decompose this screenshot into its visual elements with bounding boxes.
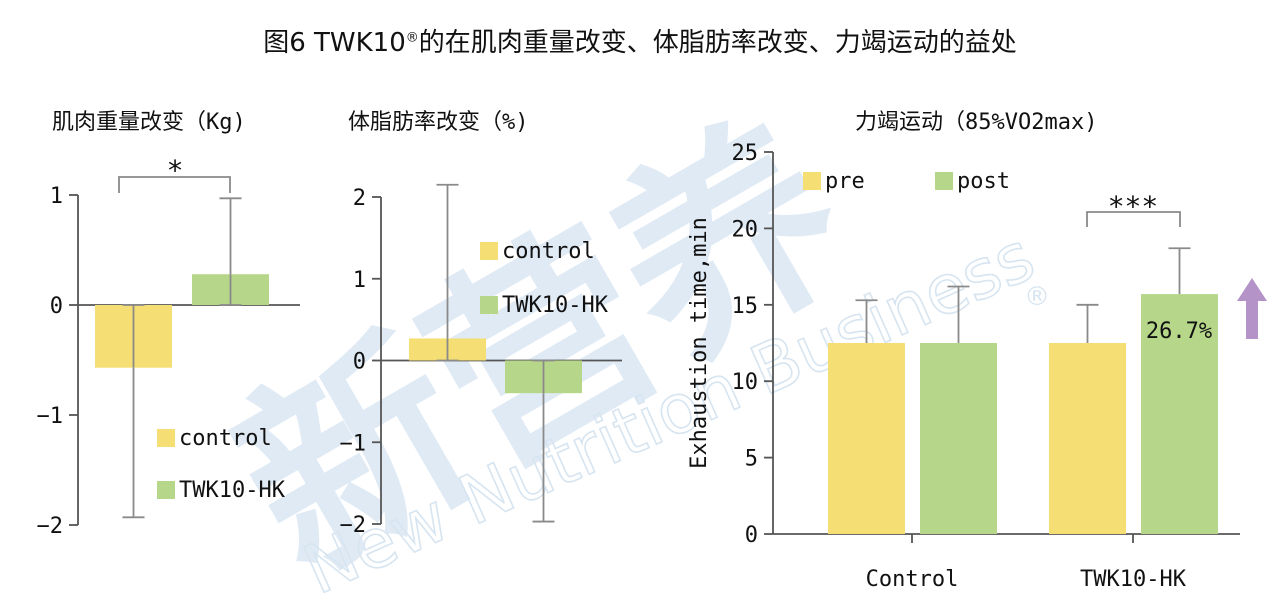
muscle-legend-control-label: control [179, 426, 272, 451]
figure-title: 图6 TWK10®的在肌肉重量改变、体脂肪率改变、力竭运动的益处 [0, 22, 1280, 59]
bodyfat-y-tick-label: −1 [340, 431, 367, 456]
muscle-y-tick-label: −1 [37, 404, 64, 429]
exhaustion-y-axis-label: Exhaustion time,min [687, 217, 712, 469]
muscle-chart: −2 −1 0 1 * control TWK10-HK [37, 154, 300, 539]
figure-title-prefix: 图6 TWK10 [263, 28, 406, 58]
exhaustion-y-tick-label: 15 [732, 294, 759, 319]
muscle-significance-bracket [118, 176, 231, 193]
exhaustion-legend-post-label: post [957, 169, 1010, 194]
bodyfat-legend-control-label: control [502, 239, 595, 264]
exhaustion-change-annotation: 26.7% [1146, 319, 1212, 344]
muscle-legend-twk10-hk-label: TWK10-HK [179, 478, 286, 503]
exhaustion-legend-pre-swatch [803, 172, 821, 190]
exhaustion-y-tick-label: 0 [745, 523, 758, 548]
bodyfat-y-tick-label: 1 [353, 268, 366, 293]
muscle-legend-twk10-hk-swatch [157, 481, 175, 499]
bodyfat-y-tick-label: 0 [353, 350, 366, 375]
exhaustion-bar-pre-control [828, 343, 905, 534]
muscle-y-tick-label: −2 [37, 514, 64, 539]
bodyfat-legend-twk10-hk-label: TWK10-HK [502, 293, 609, 318]
bodyfat-legend-control-swatch [480, 242, 498, 260]
muscle-y-tick-label: 1 [50, 184, 63, 209]
exhaustion-bar-post-control [920, 343, 997, 534]
muscle-y-tick-label: 0 [50, 294, 63, 319]
increase-arrow-shaft [1246, 299, 1258, 339]
exhaustion-significance-bracket [1086, 211, 1181, 227]
exhaustion-y-tick-label: 20 [732, 217, 759, 242]
exhaustion-bar-post-twk10-hk [1141, 294, 1218, 534]
exhaustion-y-tick-label: 5 [745, 447, 758, 472]
exhaustion-x-tick-label: Control [866, 567, 959, 592]
exhaustion-x-tick-label: TWK10-HK [1080, 567, 1187, 592]
bodyfat-chart: −2 −1 0 1 2 control TWK10-HK [340, 183, 622, 538]
registered-mark: ® [405, 30, 419, 46]
muscle-significance-label: * [167, 154, 184, 187]
exhaustion-y-tick-label: 25 [732, 141, 759, 166]
exhaustion-bar-pre-twk10-hk [1049, 343, 1126, 534]
bodyfat-y-tick-label: 2 [353, 186, 366, 211]
muscle-chart-title: 肌肉重量改变（Kg) [52, 110, 246, 135]
figure-title-suffix: 的在肌肉重量改变、体脂肪率改变、力竭运动的益处 [418, 28, 1017, 58]
exhaustion-chart: 0 5 10 15 20 25 Control TWK10-HK *** 26.7% Exhaust… [687, 141, 1267, 592]
increase-arrow-icon [1237, 278, 1267, 301]
watermark-registered-mark: ® [1024, 282, 1050, 312]
exhaustion-legend-post-swatch [935, 172, 953, 190]
exhaustion-y-tick-label: 10 [732, 370, 759, 395]
bodyfat-legend-twk10-hk-swatch [480, 296, 498, 314]
muscle-legend-control-swatch [157, 429, 175, 447]
exhaustion-significance-label: *** [1108, 190, 1159, 223]
exhaustion-legend-pre-label: pre [825, 169, 865, 194]
bodyfat-chart-title: 体脂肪率改变（%) [348, 110, 529, 135]
exhaustion-chart-title: 力竭运动（85%VO2max) [855, 110, 1098, 135]
bodyfat-y-tick-label: −2 [340, 513, 367, 538]
